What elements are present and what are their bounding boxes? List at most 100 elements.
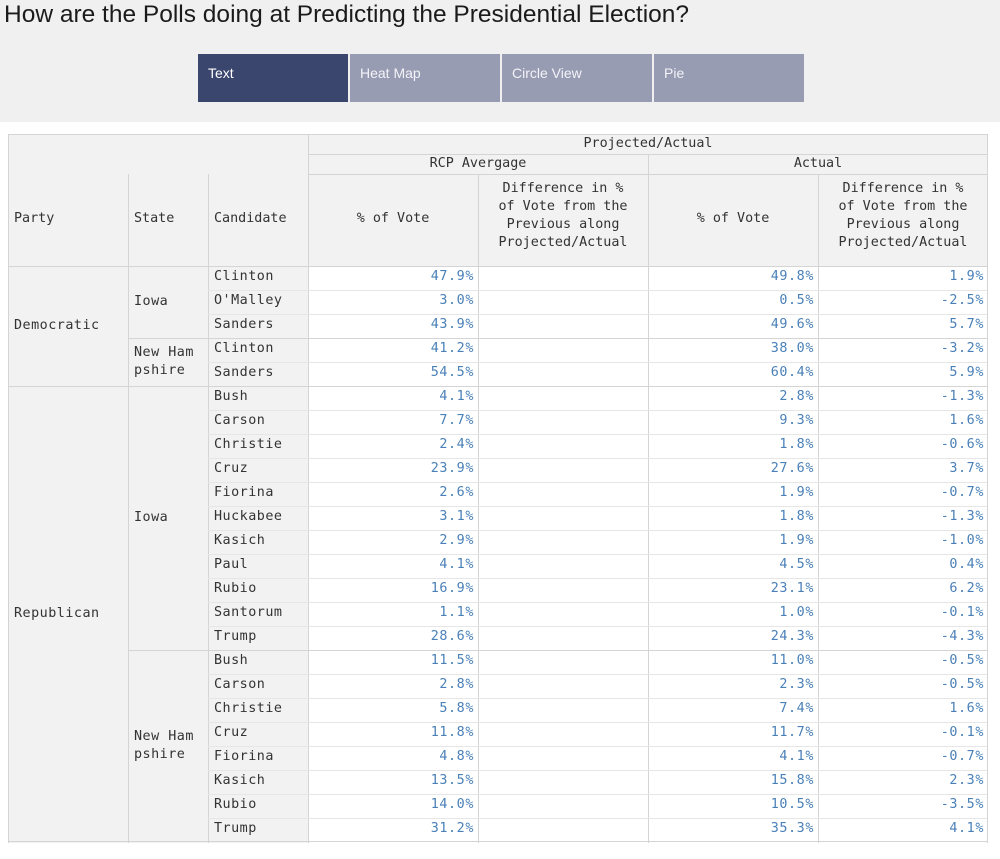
rcp-pct-vote-value: 2.8%: [439, 677, 474, 692]
state-divider: [128, 650, 987, 651]
actual-pct-vote-value: 1.9%: [779, 533, 814, 548]
tab-pie[interactable]: Pie: [654, 54, 804, 102]
rcp-pct-vote-value: 41.2%: [430, 341, 474, 356]
grid-line: [8, 134, 988, 135]
row-divider: [208, 482, 987, 483]
candidate-name: Clinton: [214, 269, 274, 284]
table-bottom-border: [8, 841, 988, 842]
grid-line: [478, 174, 479, 843]
candidate-name: Trump: [214, 629, 257, 644]
state-divider: [128, 338, 987, 339]
grid-line: [648, 154, 649, 843]
header-background: [8, 134, 988, 266]
actual-pct-vote-value: 2.3%: [779, 677, 814, 692]
row-divider: [208, 314, 987, 315]
row-divider: [208, 746, 987, 747]
party-label: Republican: [14, 606, 100, 621]
rcp-pct-vote-value: 23.9%: [430, 461, 474, 476]
row-divider: [208, 578, 987, 579]
rcp-pct-vote-value: 54.5%: [430, 365, 474, 380]
rcp-diff-header-line-3: Previous along: [506, 217, 620, 232]
actual-diff-value: -0.5%: [940, 677, 984, 692]
actual-pct-vote-value: 2.8%: [779, 389, 814, 404]
rcp-pct-vote-value: 11.5%: [430, 653, 474, 668]
rcp-pct-vote-value: 1.1%: [439, 605, 474, 620]
state-label: New Ham: [134, 729, 194, 744]
candidate-name: Carson: [214, 413, 266, 428]
actual-pct-vote-value: 49.8%: [770, 269, 814, 284]
actual-header: Actual: [793, 156, 843, 171]
actual-diff-value: 5.9%: [949, 365, 984, 380]
actual-pct-vote-value: 38.0%: [770, 341, 814, 356]
tab-text[interactable]: Text: [198, 54, 348, 102]
rcp-pct-vote-value: 5.8%: [439, 701, 474, 716]
actual-pct-vote-value: 23.1%: [770, 581, 814, 596]
candidate-name: Santorum: [214, 605, 283, 620]
candidate-name: Sanders: [214, 365, 274, 380]
grid-line: [8, 134, 9, 843]
actual-pct-vote-value: 1.8%: [779, 437, 814, 452]
candidate-name: Cruz: [214, 725, 249, 740]
grid-line: [8, 266, 988, 267]
actual-diff-value: 1.9%: [949, 269, 984, 284]
candidate-name: Bush: [214, 653, 249, 668]
row-divider: [208, 602, 987, 603]
actual-diff-value: 1.6%: [949, 413, 984, 428]
party-divider: [8, 386, 988, 387]
candidate-name: Carson: [214, 677, 266, 692]
rcp-pct-vote-value: 2.6%: [439, 485, 474, 500]
row-divider: [208, 434, 987, 435]
candidate-name: Paul: [214, 557, 249, 572]
column-group-header: Projected/Actual: [583, 136, 713, 151]
actual-diff-value: -3.2%: [940, 341, 984, 356]
rcp-pct-vote-value: 4.1%: [439, 557, 474, 572]
rcp-pct-vote-value: 4.8%: [439, 749, 474, 764]
grid-line: [818, 174, 819, 843]
state-label: Iowa: [134, 294, 169, 309]
actual-pct-vote-value: 15.8%: [770, 773, 814, 788]
tab-heat-map[interactable]: Heat Map: [350, 54, 500, 102]
top-banner: [0, 0, 1000, 122]
actual-diff-value: 1.6%: [949, 701, 984, 716]
rcp-pct-vote-header: % of Vote: [356, 211, 430, 226]
tab-circle-view[interactable]: Circle View: [502, 54, 652, 102]
actual-pct-vote-value: 10.5%: [770, 797, 814, 812]
actual-diff-value: -0.5%: [940, 653, 984, 668]
actual-diff-value: 2.3%: [949, 773, 984, 788]
candidate-name: Christie: [214, 437, 283, 452]
actual-pct-vote-value: 4.1%: [779, 749, 814, 764]
actual-diff-value: 4.1%: [949, 821, 984, 836]
actual-pct-vote-value: 7.4%: [779, 701, 814, 716]
state-label-continued: pshire: [134, 747, 186, 762]
row-divider: [208, 626, 987, 627]
actual-diff-value: 6.2%: [949, 581, 984, 596]
candidate-name: Clinton: [214, 341, 274, 356]
rcp-pct-vote-value: 47.9%: [430, 269, 474, 284]
actual-diff-value: -1.0%: [940, 533, 984, 548]
candidate-name: Sanders: [214, 317, 274, 332]
actual-pct-vote-value: 11.7%: [770, 725, 814, 740]
actual-diff-value: -0.7%: [940, 485, 984, 500]
rcp-pct-vote-value: 14.0%: [430, 797, 474, 812]
actual-diff-header-line-4: Projected/Actual: [838, 235, 968, 250]
actual-diff-value: -0.1%: [940, 725, 984, 740]
row-divider: [208, 794, 987, 795]
row-divider: [208, 722, 987, 723]
actual-diff-value: -0.6%: [940, 437, 984, 452]
row-divider: [208, 506, 987, 507]
actual-diff-header-line-2: of Vote from the: [838, 199, 968, 214]
rcp-diff-header-line-1: Difference in %: [502, 181, 624, 196]
candidate-name: Huckabee: [214, 509, 283, 524]
actual-diff-header: Difference in % of Vote from the Previou…: [818, 180, 988, 252]
rcp-pct-vote-value: 2.9%: [439, 533, 474, 548]
actual-pct-vote-value: 4.5%: [779, 557, 814, 572]
candidate-name: Kasich: [214, 773, 266, 788]
actual-pct-vote-value: 0.5%: [779, 293, 814, 308]
actual-diff-value: 0.4%: [949, 557, 984, 572]
data-table: Projected/Actual RCP Avergage Actual Par…: [8, 134, 988, 843]
grid-line: [208, 174, 209, 843]
party-header: Party: [14, 211, 55, 226]
actual-diff-value: -0.1%: [940, 605, 984, 620]
rcp-pct-vote-value: 3.1%: [439, 509, 474, 524]
rcp-diff-header-line-4: Projected/Actual: [498, 235, 628, 250]
